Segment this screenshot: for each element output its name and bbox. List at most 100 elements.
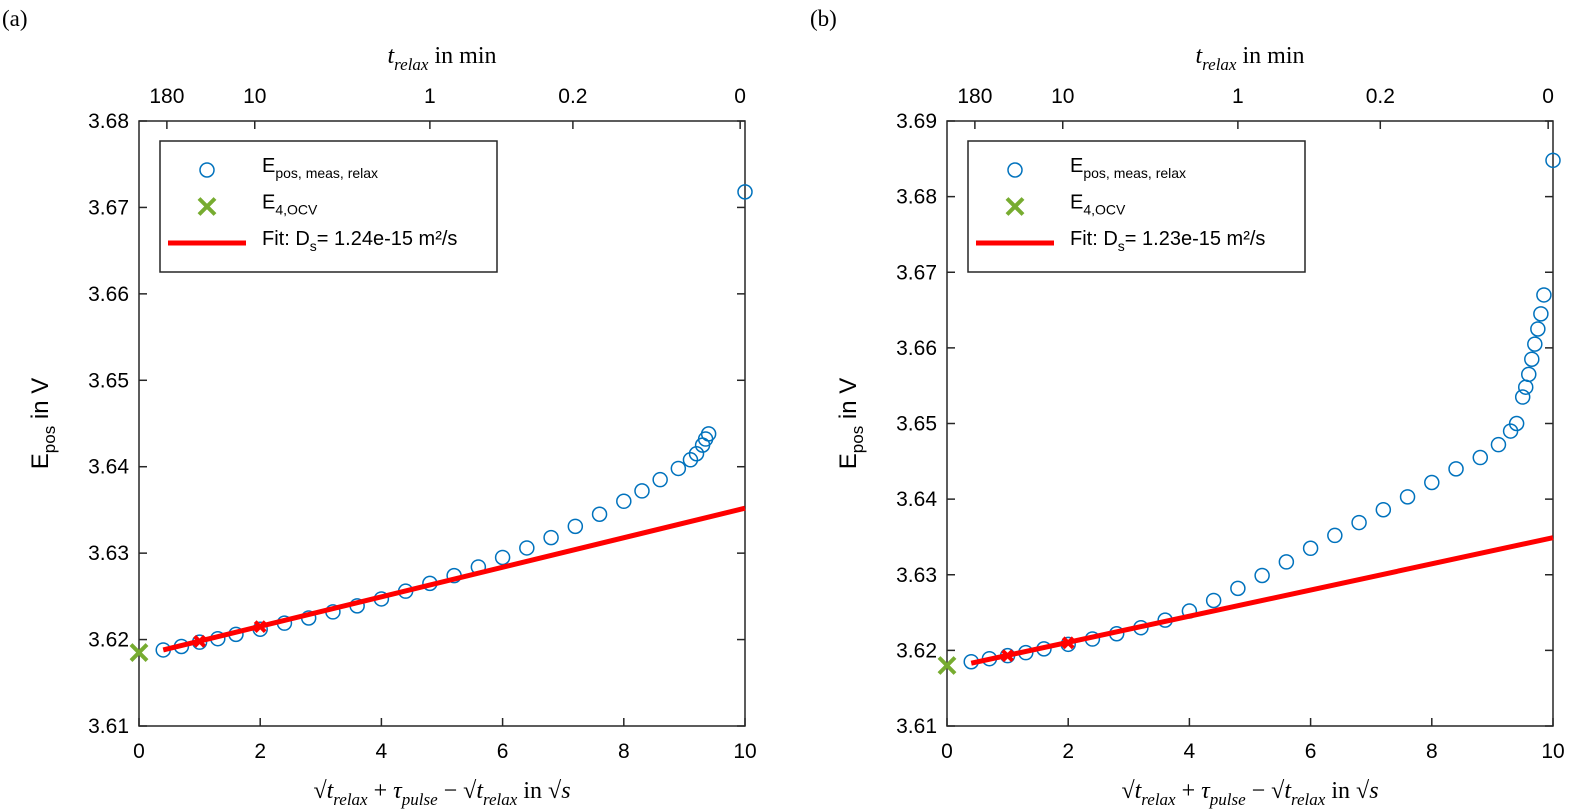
x-marker [253, 620, 267, 634]
data-point [1490, 436, 1507, 453]
data-point [1424, 474, 1440, 491]
data-point [634, 483, 650, 499]
legend-label: E4,OCV [1070, 192, 1126, 218]
y-tick-label: 3.62 [896, 639, 937, 662]
x-marker [1001, 649, 1015, 663]
data-point [567, 518, 584, 535]
y-tick-label: 3.68 [896, 186, 937, 209]
label-part: relax [394, 55, 429, 74]
label-part: √ [313, 778, 327, 804]
data-point [700, 426, 717, 442]
x2-tick-label: 0 [1542, 85, 1554, 108]
label-part: Fit: D [262, 228, 310, 250]
label-part: √ [1121, 778, 1135, 804]
data-point [1472, 449, 1489, 466]
x2-tick-label: 1 [1232, 85, 1244, 108]
label-part: pos [848, 426, 867, 453]
label-part: relax [1202, 55, 1237, 74]
x-point [937, 656, 957, 675]
x2-tick-label: 1 [424, 85, 436, 108]
label-part: s [561, 778, 570, 804]
y-tick-label: 3.66 [896, 337, 937, 360]
x-tick-label: 10 [733, 740, 756, 763]
panel-label: (a) [2, 6, 28, 31]
y-tick-label: 3.64 [88, 456, 129, 479]
x-tick-label: 8 [618, 740, 630, 763]
x-tick-label: 0 [133, 740, 145, 763]
label-part: in min [1236, 43, 1304, 69]
label-part: t [1196, 43, 1204, 69]
y-tick-label: 3.63 [896, 564, 937, 587]
label-part: pulse [1209, 790, 1246, 809]
label-part: 4,OCV [275, 202, 318, 218]
x-marker [129, 643, 149, 662]
x-tick-label: 2 [254, 740, 266, 763]
x-tick-label: 4 [376, 740, 388, 763]
label-part: E [262, 155, 275, 177]
x-tick-label: 8 [1426, 740, 1438, 763]
x-axis-label: √trelax + τpulse − √trelax in √s [1121, 778, 1378, 809]
label-part: pulse [401, 790, 438, 809]
label-part: relax [483, 790, 518, 809]
label-part: t [388, 43, 396, 69]
label-part: E [27, 453, 54, 469]
y-tick-label: 3.65 [88, 369, 129, 392]
label-part: t [1135, 778, 1143, 804]
label-part: E [262, 192, 275, 214]
label-part: E [1070, 155, 1083, 177]
label-part: − √ [1246, 778, 1286, 804]
label-part: + [1176, 778, 1202, 804]
data-point [1545, 152, 1561, 169]
x2-tick-label: 0.2 [1366, 85, 1395, 108]
x-point [129, 643, 149, 662]
y-tick-label: 3.62 [88, 629, 129, 652]
label-part: t [476, 778, 484, 804]
data-point [616, 493, 632, 510]
label-part: in V [27, 378, 54, 426]
x-marker [193, 634, 207, 648]
x-point [253, 620, 267, 634]
x2-tick-label: 0 [734, 85, 746, 108]
data-point [1521, 366, 1537, 383]
data-point [1327, 527, 1343, 544]
legend-box [967, 140, 1306, 273]
data-point [1351, 514, 1367, 531]
data-point [670, 460, 687, 477]
data-point [682, 452, 699, 468]
y-axis-label: Epos in V [27, 378, 59, 469]
label-part: t [1284, 778, 1292, 804]
label-part: in √ [517, 778, 562, 804]
x2-axis-label: trelax in min [1196, 43, 1305, 74]
x-point [1061, 636, 1075, 650]
y-tick-label: 3.65 [896, 413, 937, 436]
label-part: pos, meas, relax [275, 165, 378, 181]
y-tick-label: 3.68 [88, 110, 129, 133]
label-part: + [368, 778, 394, 804]
data-point [737, 184, 753, 200]
label-part: pos [40, 426, 59, 453]
legend-box [159, 140, 498, 273]
x-marker [1061, 636, 1075, 650]
label-part: relax [1291, 790, 1326, 809]
data-point [591, 506, 608, 522]
label-part: − √ [438, 778, 478, 804]
label-part: s [1369, 778, 1378, 804]
x2-tick-label: 10 [1051, 85, 1074, 108]
data-point [1302, 540, 1319, 557]
x-tick-label: 2 [1062, 740, 1074, 763]
data-point [1230, 580, 1246, 597]
label-part: τ [1201, 778, 1211, 804]
label-part: in min [428, 43, 496, 69]
legend-symbol [197, 197, 217, 216]
data-point [1533, 306, 1549, 322]
x-tick-label: 0 [941, 740, 953, 763]
x-axis-label: √trelax + τpulse − √trelax in √s [313, 778, 570, 809]
legend-label: Epos, meas, relax [1070, 155, 1186, 181]
legend-label: Epos, meas, relax [262, 155, 378, 181]
data-point [1205, 592, 1222, 609]
legend-symbol [1005, 197, 1025, 216]
data-point [1508, 415, 1525, 432]
y-tick-label: 3.67 [88, 196, 129, 219]
y-axis-label: Epos in V [835, 378, 867, 469]
data-point [1514, 389, 1531, 405]
